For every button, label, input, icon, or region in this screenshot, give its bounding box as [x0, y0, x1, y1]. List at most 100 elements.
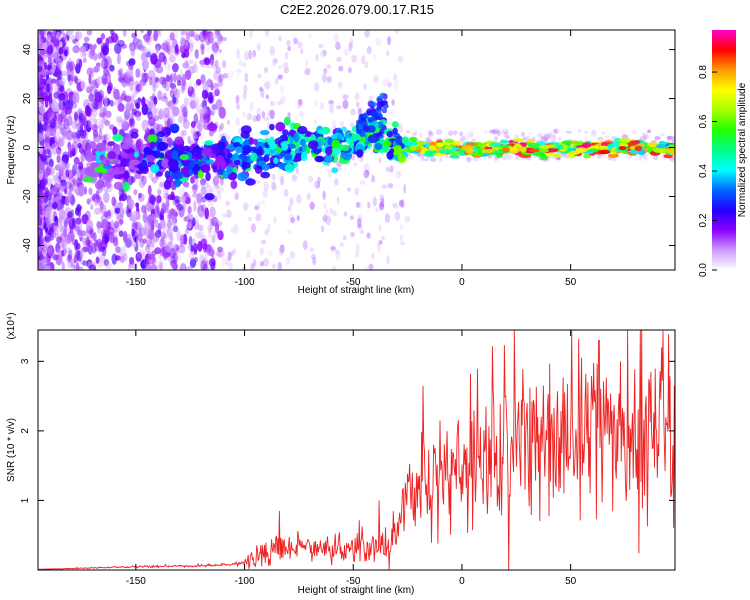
spectrogram-x-tick-label: -150 [126, 277, 146, 288]
spectrogram-noise-blob [134, 43, 139, 50]
spectrogram-noise-blob [106, 208, 114, 219]
spectrogram-noise-blob [38, 216, 42, 227]
spectrogram-noise-blob [327, 169, 333, 179]
spectrogram-noise-blob [596, 136, 604, 141]
spectrogram-noise-blob [156, 186, 162, 196]
spectrogram-ridge-blob [350, 134, 359, 141]
spectrogram-noise-blob [548, 131, 554, 137]
spectrogram-noise-blob [274, 77, 279, 85]
spectrogram-noise-blob [45, 46, 53, 56]
spectrogram-noise-blob [263, 181, 269, 192]
spectrogram-ridge-blob [359, 114, 365, 120]
spectrogram-marks [38, 30, 675, 270]
spectrogram-noise-blob [277, 74, 283, 80]
spectrogram-noise-blob [291, 34, 297, 42]
spectrogram-noise-blob [38, 144, 44, 155]
spectrogram-noise-blob [492, 129, 499, 135]
spectrogram-noise-blob [44, 206, 52, 219]
spectrogram-noise-blob [103, 191, 110, 204]
spectrogram-noise-blob [209, 206, 216, 218]
spectrogram-noise-blob [101, 245, 107, 257]
spectrogram-ridge-blob [166, 137, 173, 147]
spectrogram-noise-blob [172, 107, 178, 115]
spectrogram-ridge-blob [376, 95, 383, 103]
spectrogram-noise-blob [135, 36, 140, 48]
spectrogram-ridge-blob [583, 153, 592, 159]
spectrogram-noise-blob [465, 135, 470, 140]
spectrogram-noise-blob [183, 97, 190, 108]
spectrogram-noise-blob [51, 78, 57, 84]
spectrogram-noise-blob [104, 134, 109, 141]
spectrogram-noise-blob [72, 132, 80, 144]
spectrogram-noise-blob [188, 191, 193, 199]
spectrogram-noise-blob [646, 130, 651, 134]
spectrogram-noise-blob [48, 227, 54, 237]
spectrogram-ridge-blob [337, 133, 343, 141]
spectrogram-noise-blob [140, 30, 144, 34]
spectrogram-ridge-blob [161, 158, 170, 169]
spectrogram-noise-blob [159, 217, 166, 229]
spectrogram-noise-blob [419, 132, 423, 139]
spectrogram-noise-blob [501, 132, 508, 136]
spectrogram-noise-blob [152, 115, 160, 122]
spectrogram-noise-blob [38, 249, 43, 257]
spectrogram-noise-blob [52, 175, 58, 181]
spectrogram-noise-blob [505, 134, 510, 140]
spectrogram-noise-blob [296, 215, 300, 222]
spectrogram-noise-blob [162, 233, 168, 240]
spectrogram-ridge-blob [395, 135, 404, 145]
spectrogram-noise-blob [488, 129, 496, 134]
spectrogram-noise-blob [264, 80, 271, 90]
spectrogram-noise-blob [64, 247, 72, 254]
spectrogram-noise-blob [202, 242, 208, 253]
spectrogram-noise-blob [149, 170, 154, 181]
spectrogram-ridge-blob [95, 142, 105, 152]
snr-y-ticks: 1 2 3 [20, 358, 675, 503]
spectrogram-noise-blob [416, 153, 421, 157]
spectrogram-noise-blob [162, 40, 170, 53]
spectrogram-noise-blob [66, 61, 74, 73]
spectrogram-noise-blob [77, 142, 82, 149]
spectrogram-noise-blob [180, 262, 186, 270]
spectrogram-noise-blob [61, 239, 68, 249]
spectrogram-ridge-blob [367, 134, 379, 143]
spectrogram-noise-blob [115, 43, 122, 55]
spectrogram-noise-blob [140, 30, 145, 34]
spectrogram-noise-blob [153, 96, 158, 105]
spectrogram-noise-blob [71, 120, 77, 130]
colorbar-tick-label: 0.0 [698, 263, 709, 277]
spectrogram-noise-blob [57, 202, 65, 211]
spectrogram-ridge-blob [349, 139, 354, 149]
spectrogram-noise-blob [541, 135, 546, 141]
spectrogram-noise-blob [322, 190, 326, 200]
spectrogram-ridge-blob [150, 163, 160, 174]
spectrogram-noise-blob [89, 228, 95, 239]
spectrogram-noise-blob [199, 129, 205, 138]
spectrogram-ridge-blob [118, 166, 126, 172]
spectrogram-noise-blob [206, 77, 211, 87]
spectrogram-ridge-blob [170, 150, 179, 159]
spectrogram-noise-blob [117, 201, 124, 210]
spectrogram-ridge-blob [107, 141, 116, 147]
spectrogram-noise-blob [95, 256, 100, 265]
spectrogram-noise-blob [210, 64, 218, 70]
spectrogram-noise-blob [466, 156, 472, 163]
spectrogram-ridge-blob [250, 152, 258, 162]
spectrogram-noise-blob [47, 112, 53, 123]
spectrogram-noise-blob [236, 103, 240, 110]
spectrogram-noise-blob [182, 119, 190, 130]
spectrogram-noise-blob [79, 230, 87, 237]
spectrogram-noise-blob [278, 246, 284, 256]
spectrogram-noise-blob [350, 231, 355, 238]
spectrogram-noise-blob [55, 188, 60, 198]
spectrogram-noise-blob [226, 209, 232, 218]
spectrogram-noise-blob [80, 80, 86, 90]
spectrogram-noise-blob [38, 58, 42, 64]
spectrogram-noise-blob [387, 36, 392, 46]
spectrogram-noise-blob [250, 223, 256, 233]
spectrogram-noise-blob [57, 113, 63, 125]
spectrogram-noise-blob [141, 45, 147, 53]
spectrogram-noise-blob [335, 105, 342, 110]
spectrogram-noise-blob [208, 91, 214, 104]
